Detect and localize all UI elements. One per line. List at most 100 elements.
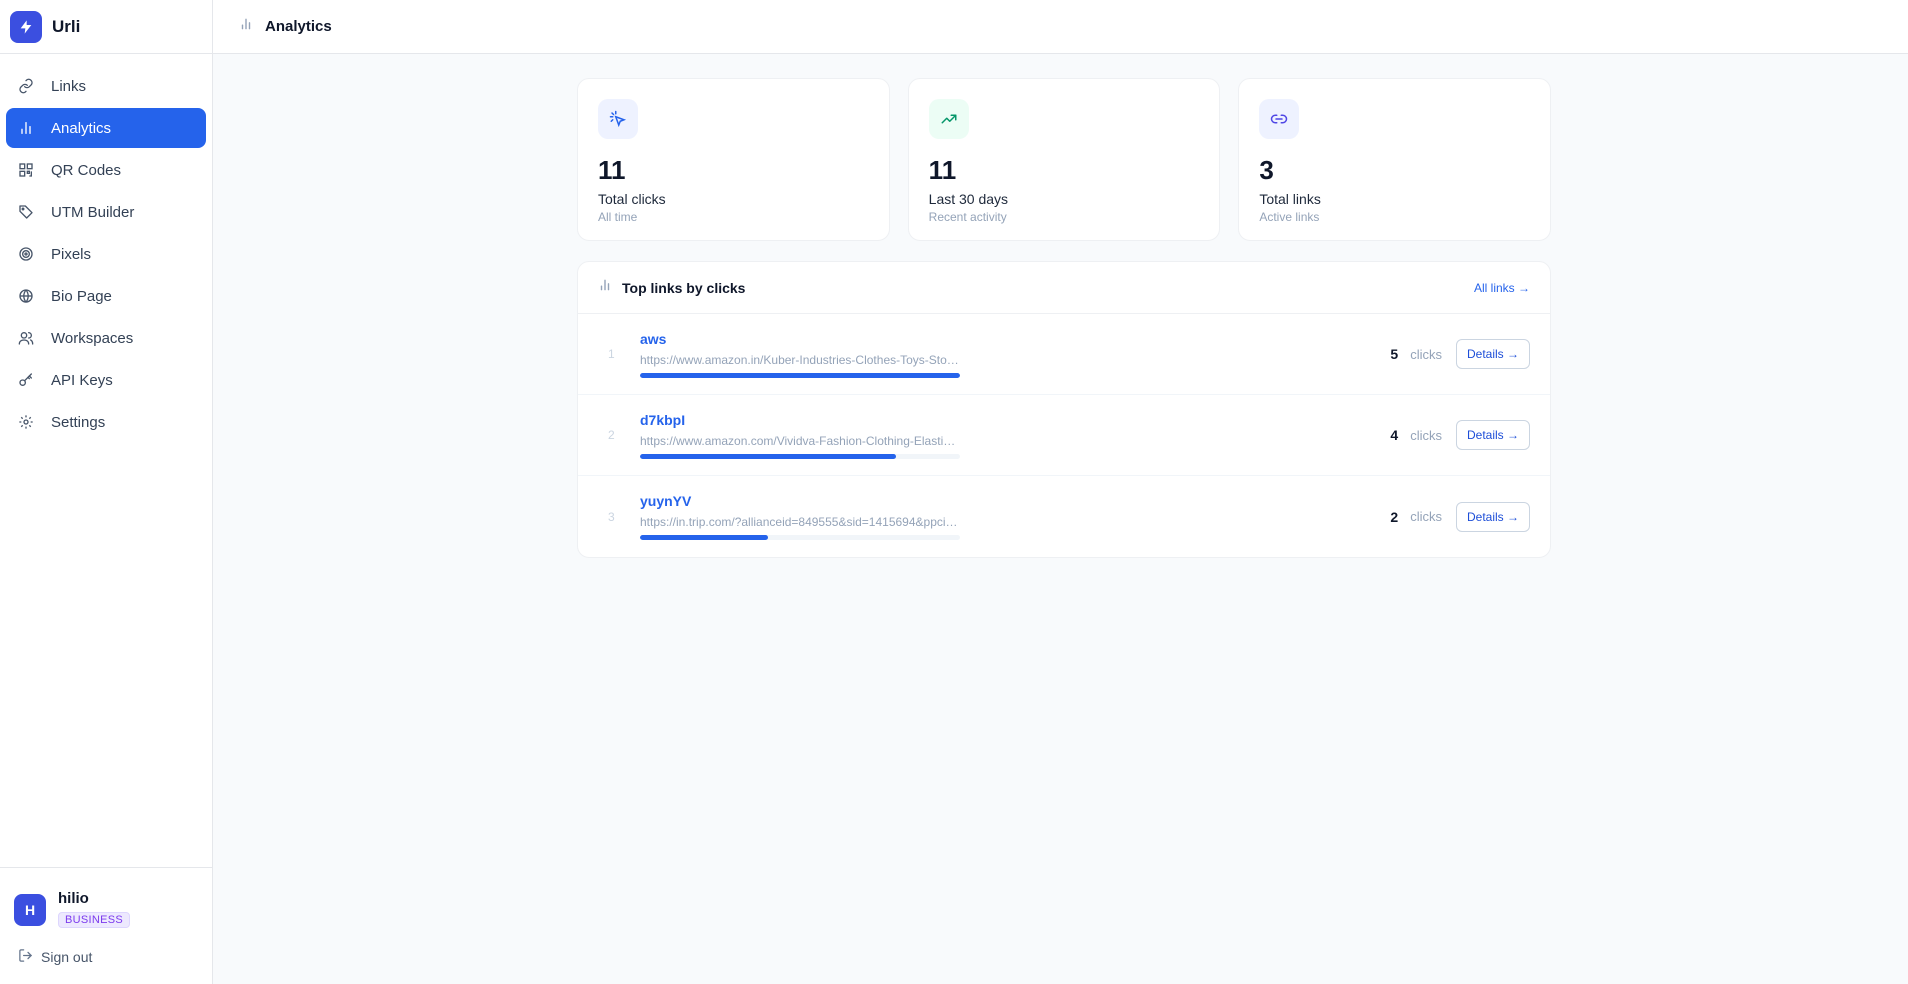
user-panel: H hilio BUSINESS Sign out — [0, 867, 213, 984]
target-icon — [17, 245, 35, 263]
globe-icon — [17, 287, 35, 305]
topbar: Analytics — [213, 0, 1908, 54]
sidebar-nav: Links Analytics QR Codes UTM Builder Pix… — [0, 54, 212, 442]
details-button[interactable]: Details → — [1455, 420, 1530, 450]
qr-code-icon — [17, 161, 35, 179]
stat-card-total-links: 3 Total links Active links — [1238, 78, 1552, 241]
link-url: https://in.trip.com/?allianceid=849555&s… — [640, 515, 960, 529]
main-content: 11 Total clicks All time 11 Last 30 days… — [577, 78, 1552, 558]
sidebar-item-label: Settings — [51, 413, 106, 431]
stat-value: 11 — [928, 155, 957, 185]
bar-chart-icon — [17, 119, 35, 137]
row-right: 5 clicks Details → — [1390, 339, 1530, 369]
sidebar-item-label: API Keys — [51, 371, 113, 389]
sidebar-item-utm-builder[interactable]: UTM Builder — [6, 192, 206, 232]
stat-label: Last 30 days — [928, 191, 1009, 207]
sidebar-item-label: Analytics — [51, 119, 112, 137]
link-url: https://www.amazon.com/Vividva-Fashion-C… — [640, 433, 960, 448]
stat-sublabel: Active links — [1259, 210, 1320, 224]
bar-chart-icon — [598, 278, 612, 297]
link-icon — [1259, 99, 1300, 139]
all-links-link[interactable]: All links → — [1473, 280, 1530, 295]
brand-name: Urli — [52, 16, 81, 36]
stat-label: Total links — [1259, 191, 1321, 207]
key-icon — [17, 371, 35, 389]
cursor-click-icon — [598, 99, 638, 139]
link-name[interactable]: yuynYV — [640, 493, 692, 509]
sign-out-icon — [18, 948, 33, 966]
click-share-fill — [640, 453, 896, 459]
avatar: H — [14, 894, 46, 926]
table-row: 1 aws https://www.amazon.in/Kuber-Indust… — [578, 314, 1550, 395]
sidebar-item-pixels[interactable]: Pixels — [6, 234, 206, 274]
row-rank: 3 — [608, 509, 615, 524]
row-rank: 2 — [608, 428, 615, 442]
sign-out-label: Sign out — [41, 949, 93, 965]
sidebar-item-api-keys[interactable]: API Keys — [6, 360, 206, 400]
lightning-icon — [10, 10, 42, 43]
top-links-header: Top links by clicks All links → — [578, 262, 1550, 314]
user-name: hilio — [58, 890, 89, 907]
click-share-bar — [640, 453, 960, 459]
row-right: 2 clicks Details → — [1390, 501, 1530, 532]
click-share-fill — [640, 535, 768, 540]
users-icon — [17, 329, 35, 347]
click-unit: clicks — [1410, 509, 1442, 524]
click-share-fill — [640, 372, 960, 378]
stat-sublabel: Recent activity — [928, 210, 1007, 224]
sidebar-item-label: Workspaces — [51, 329, 134, 347]
top-links-list: 1 aws https://www.amazon.in/Kuber-Indust… — [578, 314, 1550, 557]
sidebar-item-qr-codes[interactable]: QR Codes — [6, 150, 206, 190]
user-profile[interactable]: H hilio BUSINESS — [14, 890, 213, 928]
stat-sublabel: All time — [598, 210, 638, 224]
click-count: 4 — [1390, 427, 1399, 443]
click-share-bar — [640, 535, 960, 540]
details-button[interactable]: Details → — [1455, 339, 1530, 369]
sidebar-item-label: QR Codes — [51, 161, 122, 179]
link-url: https://www.amazon.in/Kuber-Industries-C… — [640, 352, 960, 367]
sidebar-item-label: Bio Page — [51, 287, 112, 305]
sidebar-item-workspaces[interactable]: Workspaces — [6, 318, 206, 358]
top-links-title: Top links by clicks — [622, 279, 746, 296]
tag-icon — [17, 203, 35, 221]
bar-chart-icon — [239, 17, 253, 36]
sidebar-item-settings[interactable]: Settings — [6, 402, 206, 442]
stat-label: Total clicks — [598, 191, 666, 207]
page-title: Analytics — [265, 18, 332, 35]
row-right: 4 clicks Details → — [1390, 420, 1530, 450]
stats-row: 11 Total clicks All time 11 Last 30 days… — [577, 78, 1552, 241]
click-unit: clicks — [1410, 346, 1442, 362]
details-button[interactable]: Details → — [1455, 501, 1530, 532]
row-info: yuynYV https://in.trip.com/?allianceid=8… — [640, 493, 960, 540]
top-links-card: Top links by clicks All links → 1 aws ht… — [577, 261, 1551, 558]
row-info: aws https://www.amazon.in/Kuber-Industri… — [640, 331, 960, 378]
gear-icon — [17, 413, 35, 431]
sidebar-item-label: Links — [51, 77, 87, 95]
link-icon — [17, 77, 35, 95]
sidebar-item-analytics[interactable]: Analytics — [6, 108, 206, 148]
sign-out-button[interactable]: Sign out — [18, 948, 213, 966]
stat-value: 11 — [598, 155, 626, 185]
sidebar-item-links[interactable]: Links — [6, 66, 206, 106]
click-share-bar — [640, 372, 960, 378]
link-name[interactable]: d7kbpI — [640, 411, 686, 428]
stat-card-total-clicks: 11 Total clicks All time — [577, 78, 890, 241]
table-row: 3 yuynYV https://in.trip.com/?allianceid… — [578, 476, 1550, 557]
row-rank: 1 — [608, 347, 615, 361]
row-info: d7kbpI https://www.amazon.com/Vividva-Fa… — [640, 412, 960, 459]
table-row: 2 d7kbpI https://www.amazon.com/Vividva-… — [578, 395, 1550, 476]
trending-up-icon — [928, 99, 969, 139]
user-meta: hilio BUSINESS — [58, 890, 131, 928]
link-name[interactable]: aws — [640, 330, 667, 347]
brand[interactable]: Urli — [0, 0, 212, 54]
click-count: 2 — [1390, 508, 1399, 525]
stat-card-last-30-days: 11 Last 30 days Recent activity — [907, 78, 1221, 241]
sidebar-item-bio-page[interactable]: Bio Page — [6, 276, 206, 316]
stat-value: 3 — [1259, 155, 1274, 185]
click-unit: clicks — [1410, 427, 1442, 443]
plan-badge: BUSINESS — [58, 912, 131, 928]
click-count: 5 — [1390, 346, 1399, 362]
sidebar-item-label: Pixels — [51, 245, 92, 263]
sidebar: Urli Links Analytics QR Codes UTM Builde… — [0, 0, 213, 984]
sidebar-item-label: UTM Builder — [51, 203, 135, 221]
